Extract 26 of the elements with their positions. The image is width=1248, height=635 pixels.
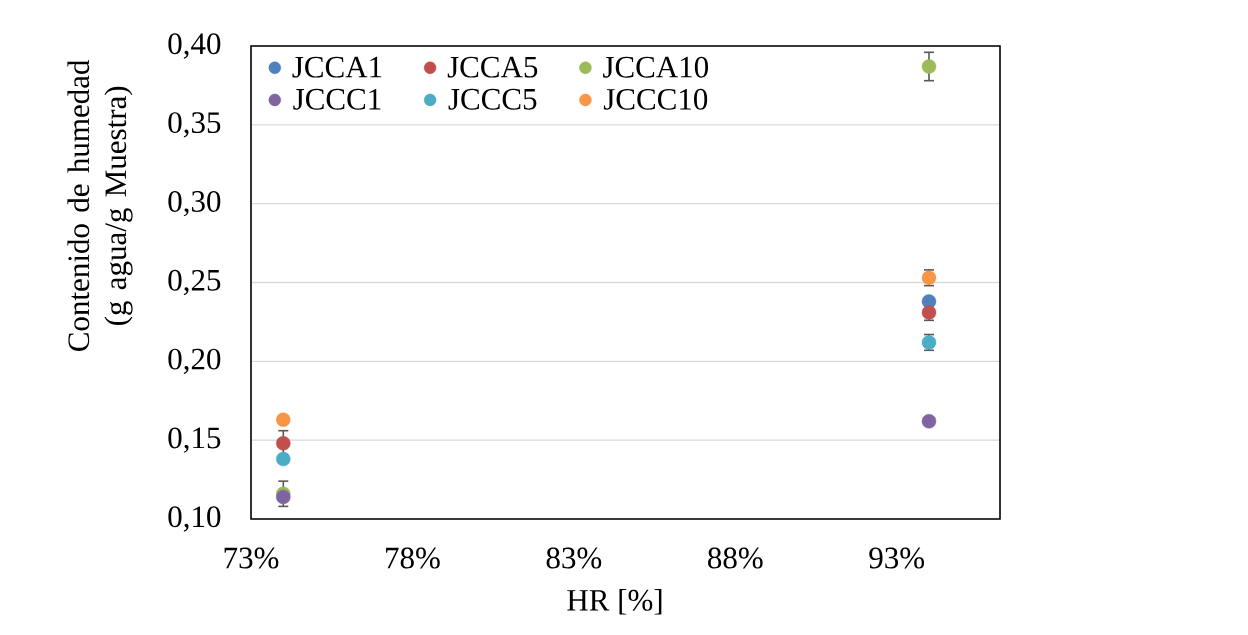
legend-label: JCCA10 <box>603 56 709 78</box>
point <box>276 451 291 467</box>
y-tick-label: 0,35 <box>168 112 221 138</box>
point <box>921 305 937 320</box>
y-tick-label: 0,40 <box>168 33 221 59</box>
legend-label: JCCA5 <box>447 56 538 78</box>
point <box>276 436 291 451</box>
x-axis-title: HR [%] <box>567 588 662 615</box>
legend-label: JCCA1 <box>292 56 382 78</box>
y-tick-label: 0,15 <box>168 427 221 453</box>
x-tick-label: 73% <box>224 547 279 569</box>
y-tick-label: 0,20 <box>168 348 221 375</box>
point <box>921 59 937 74</box>
y-tick-label: 0,10 <box>168 506 221 532</box>
x-tick-label: 83% <box>546 547 602 569</box>
y-tick-label: 0,30 <box>168 190 221 217</box>
legend-label: JCCC10 <box>603 88 708 110</box>
legend-label: JCCC1 <box>293 88 381 110</box>
x-tick-label: 93% <box>869 547 925 569</box>
y-axis-title: Contenido de humedad (g agua/g Muestra) <box>67 59 133 351</box>
y-tick-label: 0,25 <box>168 269 221 296</box>
x-tick-label: 88% <box>708 547 763 569</box>
x-tick-label: 78% <box>386 547 440 569</box>
legend-label: JCCC5 <box>448 88 537 110</box>
point <box>921 414 937 429</box>
point <box>276 412 291 427</box>
